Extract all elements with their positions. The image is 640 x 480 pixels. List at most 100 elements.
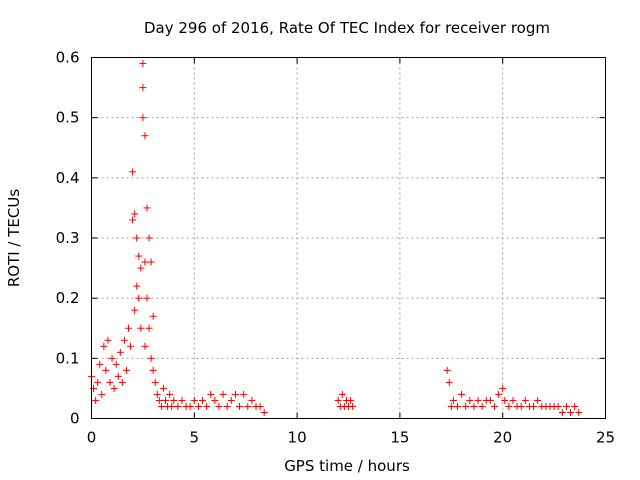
data-point (521, 396, 529, 404)
data-point (474, 396, 482, 404)
data-point (166, 390, 174, 398)
data-point (349, 402, 357, 410)
data-point (558, 408, 566, 416)
data-point (143, 204, 151, 212)
data-point (137, 324, 145, 332)
data-point (102, 366, 110, 374)
y-tick-label: 0.4 (56, 169, 80, 187)
data-point (571, 402, 579, 410)
data-point (139, 60, 147, 68)
data-point (129, 168, 137, 176)
data-point (256, 402, 264, 410)
data-markers (88, 60, 583, 416)
data-point (178, 396, 186, 404)
data-point (137, 264, 145, 272)
data-point (96, 360, 104, 368)
data-point (453, 402, 461, 410)
x-tick-label: 25 (596, 429, 615, 447)
data-point (104, 336, 112, 344)
data-point (98, 390, 106, 398)
x-tick-label: 10 (288, 429, 307, 447)
y-tick-label: 0.6 (56, 49, 80, 67)
data-point (174, 402, 182, 410)
data-point (443, 366, 451, 374)
data-point (190, 396, 198, 404)
y-tick-label: 0.1 (56, 349, 80, 367)
data-point (194, 402, 202, 410)
data-point (139, 84, 147, 92)
data-point (120, 336, 128, 344)
data-point (122, 366, 130, 374)
data-point (505, 402, 513, 410)
data-point (334, 396, 342, 404)
data-point (149, 366, 157, 374)
data-point (129, 216, 137, 224)
data-point (114, 372, 122, 380)
data-point (244, 402, 252, 410)
data-point (567, 408, 575, 416)
data-point (227, 396, 235, 404)
data-point (509, 396, 517, 404)
data-point (470, 402, 478, 410)
data-point (147, 354, 155, 362)
data-point (133, 282, 141, 290)
data-point (449, 396, 457, 404)
data-point (125, 324, 133, 332)
data-point (495, 390, 503, 398)
data-point (530, 402, 538, 410)
data-point (168, 402, 176, 410)
data-point (231, 390, 239, 398)
data-point (127, 342, 135, 350)
data-point (223, 402, 231, 410)
data-point (466, 396, 474, 404)
data-point (203, 402, 211, 410)
data-point (141, 258, 149, 266)
data-point (151, 378, 159, 386)
data-point (486, 396, 494, 404)
data-point (141, 132, 149, 140)
data-point (100, 342, 108, 350)
data-point (199, 396, 207, 404)
data-point (501, 396, 509, 404)
data-point (499, 384, 507, 392)
data-point (562, 402, 570, 410)
data-point (147, 258, 155, 266)
data-point (149, 312, 157, 320)
data-point (94, 378, 102, 386)
data-point (554, 402, 562, 410)
data-point (118, 378, 126, 386)
data-point (106, 378, 114, 386)
grid-lines (91, 57, 606, 419)
data-point (186, 402, 194, 410)
data-point (116, 348, 124, 356)
data-point (92, 396, 100, 404)
x-tick-label: 0 (87, 429, 97, 447)
data-point (207, 390, 215, 398)
x-axis-label: GPS time / hours (284, 457, 410, 475)
y-tick-label: 0 (70, 410, 80, 428)
data-point (219, 390, 227, 398)
data-point (143, 294, 151, 302)
data-point (517, 402, 525, 410)
data-point (155, 396, 163, 404)
data-point (490, 402, 498, 410)
data-point (236, 402, 244, 410)
y-tick-label: 0.3 (56, 229, 80, 247)
data-point (240, 390, 248, 398)
data-point (135, 252, 143, 260)
data-point (534, 396, 542, 404)
data-point (141, 342, 149, 350)
x-axis-ticks: 0 5 10 15 20 25 (87, 57, 615, 447)
y-tick-label: 0.5 (56, 109, 80, 127)
data-point (211, 396, 219, 404)
data-point (139, 114, 147, 122)
data-point (575, 408, 583, 416)
data-point (108, 354, 116, 362)
data-point (131, 306, 139, 314)
data-point (447, 402, 455, 410)
data-point (347, 396, 355, 404)
data-point (478, 402, 486, 410)
data-point (135, 294, 143, 302)
data-point (215, 402, 223, 410)
x-tick-label: 5 (190, 429, 200, 447)
